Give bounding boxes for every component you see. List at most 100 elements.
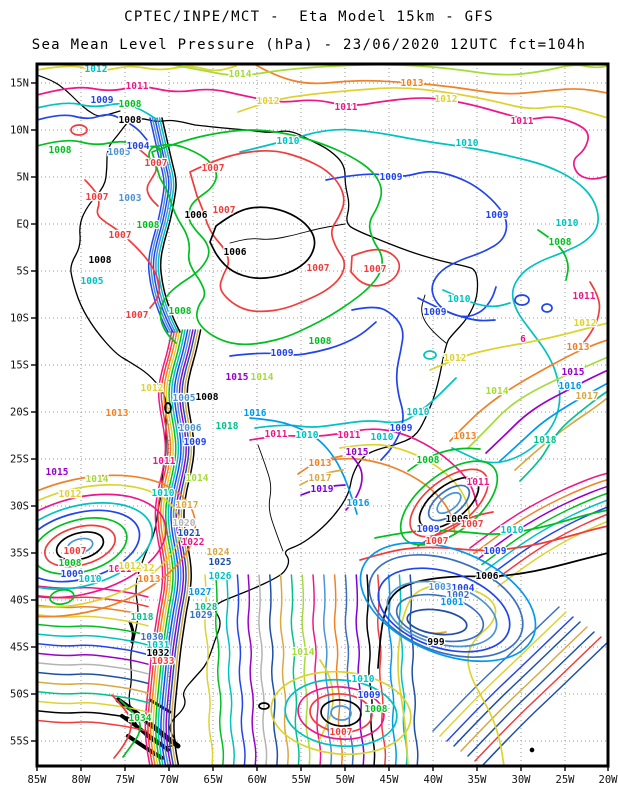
contour-label: 1008 [549,237,572,248]
contour-line [38,671,149,685]
contour-line [214,574,225,765]
contour-line [374,509,607,539]
contour-line [38,662,149,675]
pressure-ring [70,124,88,136]
contour-line [173,329,202,765]
lat-axis-label: EQ [16,219,29,231]
contour-line [401,584,505,765]
contour-line [147,329,176,765]
contour-label: 1034 [129,713,152,724]
contour-label: 1030 [141,632,164,643]
pressure-ring [418,476,480,530]
contour-line [236,574,246,765]
contour-label: 1011 [467,477,490,488]
contour-line [38,690,149,704]
contour-line [119,699,142,758]
contour-label: 1011 [573,291,596,302]
lon-axis-label: 30W [512,774,532,786]
contour-line [290,574,300,765]
contour-label: 1015 [226,372,249,383]
contour-label: 1010 [79,574,102,585]
contour-line [489,506,607,577]
contour-line [229,321,377,357]
contour-label: 1008 [196,392,219,403]
contour-label: 1008 [49,145,72,156]
chart-subtitle: Sea Mean Level Pressure (hPa) - 23/06/20… [31,37,587,53]
pressure-ring [38,474,197,618]
contour-label: 1014 [229,69,252,80]
contour-label: 1008 [89,255,112,266]
contour-bundle-layer [38,117,607,765]
contour-line [152,117,174,333]
contour-label: 1008 [417,455,440,466]
lon-axis-label: 40W [424,774,444,786]
lat-axis-label: 50S [10,689,29,701]
contour-label: 1014 [292,647,315,658]
contour-line [170,329,199,765]
contour-label: 1012 [119,561,142,572]
contour-label: 1016 [559,381,582,392]
pressure-ring [423,350,437,360]
pressure-ring [541,303,553,313]
contour-line [38,719,149,733]
coastline [257,444,284,552]
lon-axis-label: 25W [556,774,576,786]
pressure-ring [297,685,385,741]
contour-label: 1022 [182,537,205,548]
lon-axis-label: 35W [468,774,488,786]
contour-line [38,633,149,646]
pressure-ring [38,493,167,599]
contour-label: 1010 [407,407,430,418]
pressure-ring [395,593,485,643]
contour-line [453,621,581,747]
contour-line [469,472,607,549]
lat-axis-label: 5S [16,266,29,278]
contour-label: 1010 [371,432,394,443]
contour-line [160,329,189,765]
contour-label: 1007 [145,158,168,169]
contour-line [442,289,511,308]
contour-line [38,652,149,665]
contour-label: 1011 [153,456,176,467]
pressure-ring [368,553,524,659]
contour-line [247,574,257,765]
contour-label: 1013 [309,458,332,469]
contour-line [497,520,607,588]
contour-label: 1009 [380,172,403,183]
contour-line [485,370,607,454]
pressure-ring [330,705,352,721]
contour-line [38,113,148,141]
contour-line [38,65,237,72]
contour-label: 1009 [271,348,294,359]
contour-line [38,642,149,656]
contour-label: 1028 [195,602,218,613]
contour-line [38,86,607,180]
contour-label: 1027 [189,587,212,598]
lat-axis-label: 55S [10,736,29,748]
lon-axis-label: 85W [28,774,48,786]
lat-axis-label: 15S [10,360,29,372]
contour-line [312,574,322,765]
contour-line [398,574,408,765]
contour-label: 1006 [446,514,469,525]
contour-label: 1015 [346,447,369,458]
contour-label: 1029 [190,610,213,621]
contour-label: 1011 [126,81,149,92]
contour-line [249,428,478,506]
contour-label: 1008 [309,336,332,347]
pressure-ring [270,670,412,756]
contour-label: 1009 [486,210,509,221]
contour-line [225,574,235,765]
pressure-ring [164,402,172,414]
contour-label: 1011 [335,102,358,113]
pressure-ring [38,483,182,609]
contour-label: 1033 [152,656,175,667]
lon-axis-label: 45W [380,774,400,786]
contour-line [350,248,401,287]
contour-line [377,552,607,669]
contour-label: 1019 [311,484,334,495]
contour-line [165,329,194,765]
contour-label: 1020 [173,518,196,529]
contour-label: 1002 [447,590,470,601]
contour-label: 1007 [202,163,225,174]
